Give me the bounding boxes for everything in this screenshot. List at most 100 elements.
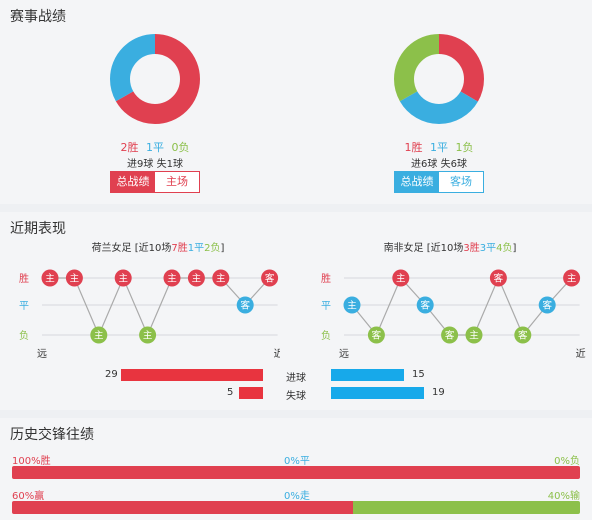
left-loss-count: 0负 xyxy=(171,141,190,154)
left-form-match-point[interactable]: 主 xyxy=(212,269,230,287)
right-form-match-venue: 客 xyxy=(420,300,430,312)
right-form-match-point[interactable]: 主 xyxy=(563,269,581,287)
right-form-match-dot xyxy=(343,296,361,314)
right-record-tabs: 总战绩 客场 xyxy=(394,171,484,193)
right-record-donut xyxy=(394,34,484,124)
left-donut-draw-slice xyxy=(110,34,200,124)
left-form-match-dot xyxy=(139,326,157,344)
h2h-win-pct: 100%胜 xyxy=(12,456,51,467)
left-form-match-dot xyxy=(187,269,205,287)
right-goals-against: 失6球 xyxy=(440,159,467,170)
left-form-match-venue: 主 xyxy=(143,330,153,342)
left-form-y-draw-label: 平 xyxy=(19,301,29,312)
left-tab-total[interactable]: 总战绩 xyxy=(111,172,155,192)
right-team-name: 南非女足 xyxy=(383,243,424,254)
left-form-match-dot xyxy=(114,269,132,287)
right-form-match-venue: 客 xyxy=(518,330,528,342)
left-form-match-venue: 主 xyxy=(118,273,128,285)
left-tab-home[interactable]: 主场 xyxy=(155,172,199,192)
left-conceded-number: 5 xyxy=(227,387,234,398)
right-form-match-point[interactable]: 主 xyxy=(465,326,483,344)
right-form-match-point[interactable]: 客 xyxy=(416,296,434,314)
left-form-y-win-label: 胜 xyxy=(19,273,29,285)
right-form-y-win-label: 胜 xyxy=(321,273,331,285)
left-form-match-point[interactable]: 主 xyxy=(187,269,205,287)
right-form-match-venue: 客 xyxy=(445,330,455,342)
right-bracket-close: ] xyxy=(512,243,517,254)
left-win-count: 2胜 xyxy=(120,141,139,154)
left-bracket-open: [近10场 xyxy=(134,243,172,254)
left-form-match-point[interactable]: 客 xyxy=(261,269,279,287)
left-form-title: 荷兰女足 [近10场7胜1平2负] xyxy=(58,239,258,254)
left-goals-number: 29 xyxy=(105,369,118,380)
right-form-y-draw-label: 平 xyxy=(321,301,331,312)
right-donut-loss-slice xyxy=(394,34,484,124)
right-tab-away[interactable]: 客场 xyxy=(439,172,483,192)
h2h-handicap-push-pct: 0%走 xyxy=(284,491,310,502)
right-form-match-dot xyxy=(416,296,434,314)
right-form-match-venue: 主 xyxy=(567,273,577,285)
right-goals-bar xyxy=(331,369,404,381)
left-form-chart: 胜平负远 近主 主主主主主主主客客 xyxy=(19,269,280,360)
left-form-match-dot xyxy=(212,269,230,287)
right-goals-for: 进6球 xyxy=(411,159,438,170)
left-goal-stats: 进9球 失1球 xyxy=(75,155,235,170)
left-form-match-point[interactable]: 主 xyxy=(90,326,108,344)
left-form-x-far-label: 远 xyxy=(37,348,47,360)
left-form-y-loss-label: 负 xyxy=(19,329,29,342)
left-form-match-venue: 客 xyxy=(265,273,275,285)
right-tab-total[interactable]: 总战绩 xyxy=(395,172,439,192)
right-form-match-dot xyxy=(392,269,410,287)
left-form-match-point[interactable]: 客 xyxy=(236,296,254,314)
right-loss-count: 1负 xyxy=(455,141,474,154)
h2h-result-win-segment xyxy=(12,466,580,479)
h2h-draw-pct: 0%平 xyxy=(284,456,310,467)
right-form-wins: 3胜 xyxy=(463,243,480,254)
right-form-y-loss-label: 负 xyxy=(321,329,331,342)
right-conceded-number: 19 xyxy=(432,387,445,398)
left-bracket-close: ] xyxy=(220,243,225,254)
left-form-match-dot xyxy=(65,269,83,287)
left-form-match-point[interactable]: 主 xyxy=(114,269,132,287)
left-form-match-venue: 客 xyxy=(240,300,250,312)
recent-form-panel: 近期表现 xyxy=(0,212,592,410)
left-form-match-point[interactable]: 主 xyxy=(41,269,59,287)
right-draw-count: 1平 xyxy=(430,141,448,154)
left-form-match-venue: 主 xyxy=(167,273,177,285)
left-form-draws: 1平 xyxy=(187,243,205,254)
right-form-match-point[interactable]: 主 xyxy=(343,296,361,314)
left-form-match-dot xyxy=(236,296,254,314)
right-goals-number: 15 xyxy=(412,369,425,380)
conceded-label: 失球 xyxy=(286,391,306,402)
right-form-match-point[interactable]: 客 xyxy=(441,326,459,344)
right-bracket-open: [近10场 xyxy=(426,243,464,254)
right-form-match-point[interactable]: 客 xyxy=(367,326,385,344)
right-form-match-point[interactable]: 主 xyxy=(392,269,410,287)
goals-label: 进球 xyxy=(286,373,306,384)
right-win-count: 1胜 xyxy=(404,141,423,154)
right-form-title: 南非女足 [近10场3胜3平4负] xyxy=(350,239,550,254)
left-form-match-dot xyxy=(261,269,279,287)
h2h-loss-pct: 0%负 xyxy=(554,456,580,467)
left-form-x-near-label: 近 xyxy=(274,347,280,360)
left-form-match-point[interactable]: 主 xyxy=(65,269,83,287)
left-form-match-point[interactable]: 主 xyxy=(163,269,181,287)
h2h-result-bar xyxy=(12,466,580,479)
recent-form-title: 近期表现 xyxy=(10,221,66,237)
left-form-trend-line xyxy=(50,276,271,337)
left-goals-against: 失1球 xyxy=(156,159,183,170)
right-conceded-bar xyxy=(331,387,424,399)
left-form-match-point[interactable]: 主 xyxy=(139,326,157,344)
h2h-handicap-win-pct: 60%赢 xyxy=(12,491,45,502)
right-form-draws: 3平 xyxy=(479,243,497,254)
right-form-match-point[interactable]: 客 xyxy=(538,296,556,314)
right-form-losses: 4负 xyxy=(496,243,513,254)
right-form-match-point[interactable]: 客 xyxy=(489,269,507,287)
right-form-match-point[interactable]: 客 xyxy=(514,326,532,344)
left-form-match-venue: 主 xyxy=(45,273,55,285)
right-form-match-dot xyxy=(514,326,532,344)
right-form-match-venue: 主 xyxy=(347,300,357,312)
left-form-match-venue: 主 xyxy=(192,273,202,285)
left-draw-count: 1平 xyxy=(146,141,164,154)
